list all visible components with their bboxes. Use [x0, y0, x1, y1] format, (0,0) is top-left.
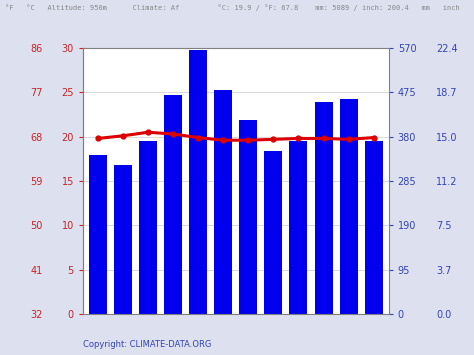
Bar	[139, 141, 157, 314]
Bar	[114, 165, 132, 314]
Text: °F   °C   Altitude: 950m      Climate: Af         °C: 19.9 / °F: 67.8    mm: 508: °F °C Altitude: 950m Climate: Af °C: 19.…	[5, 4, 459, 11]
Bar	[164, 95, 182, 314]
Bar	[214, 90, 232, 314]
Bar	[189, 50, 207, 314]
Bar	[264, 151, 283, 314]
Text: Copyright: CLIMATE-DATA.ORG: Copyright: CLIMATE-DATA.ORG	[83, 340, 211, 349]
Bar	[315, 102, 333, 314]
Bar	[365, 141, 383, 314]
Bar	[89, 155, 107, 314]
Bar	[290, 141, 308, 314]
Bar	[339, 99, 357, 314]
Bar	[239, 120, 257, 314]
